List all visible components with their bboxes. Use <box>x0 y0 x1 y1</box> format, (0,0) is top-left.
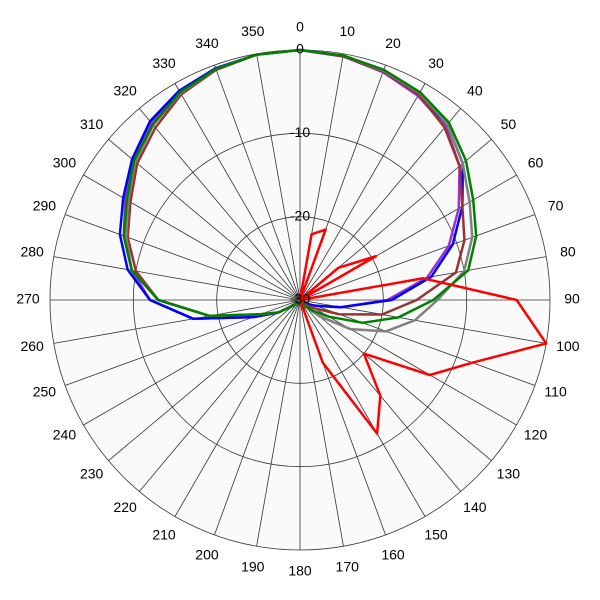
angle-tick-label: 70 <box>548 198 564 214</box>
angle-tick-label: 260 <box>20 338 44 354</box>
grid-spoke <box>214 299 301 536</box>
angle-tick-label: 210 <box>152 526 176 542</box>
angle-tick-label: 190 <box>241 559 265 575</box>
angle-tick-label: 50 <box>501 116 517 132</box>
grid-spoke <box>138 108 301 301</box>
grid-spoke <box>174 299 301 517</box>
angle-tick-label: 270 <box>16 291 40 307</box>
angle-tick-label: 160 <box>381 546 405 562</box>
angle-tick-label: 180 <box>288 563 312 579</box>
radial-tick-label: 0 <box>296 41 304 57</box>
angle-tick-label: 10 <box>339 23 355 39</box>
grid-spoke <box>83 299 301 426</box>
angle-tick-label: 170 <box>336 559 360 575</box>
grid-spoke <box>256 299 301 547</box>
grid-spoke <box>299 299 517 426</box>
angle-tick-label: 240 <box>53 427 77 443</box>
angle-tick-label: 230 <box>80 466 104 482</box>
grid-spoke <box>53 299 301 344</box>
angle-tick-label: 130 <box>497 466 521 482</box>
grid-spoke <box>64 214 301 301</box>
angle-tick-label: 340 <box>195 35 219 51</box>
angle-tick-label: 290 <box>33 198 57 214</box>
angle-tick-label: 150 <box>424 526 448 542</box>
grid-spoke <box>108 138 301 301</box>
angle-tick-label: 220 <box>113 499 137 515</box>
angle-tick-label: 200 <box>195 546 219 562</box>
grid-spoke <box>83 174 301 301</box>
grid-spoke <box>299 108 462 301</box>
radial-tick-label: -30 <box>290 291 310 307</box>
grid-spoke <box>214 64 301 301</box>
grid-spoke <box>299 214 536 301</box>
radial-tick-label: -10 <box>290 124 310 140</box>
grid-spoke <box>256 53 301 301</box>
angle-tick-label: 300 <box>53 155 77 171</box>
angle-tick-label: 350 <box>241 23 265 39</box>
angle-tick-label: 40 <box>467 82 483 98</box>
angle-tick-label: 90 <box>564 291 580 307</box>
angle-tick-label: 140 <box>463 499 487 515</box>
pattern-line <box>298 228 548 435</box>
grid-spoke <box>299 299 426 517</box>
angle-tick-label: 80 <box>560 243 576 259</box>
grid-spoke <box>138 299 301 492</box>
angle-tick-label: 60 <box>528 155 544 171</box>
grid-spoke <box>174 83 301 301</box>
grid-spoke <box>299 299 344 547</box>
angle-tick-label: 250 <box>33 384 57 400</box>
grid-spoke <box>53 256 301 301</box>
angle-tick-label: 310 <box>80 116 104 132</box>
angle-tick-label: 110 <box>544 384 567 400</box>
angle-tick-label: 320 <box>113 82 137 98</box>
angle-tick-label: 280 <box>20 243 44 259</box>
angle-tick-label: 120 <box>524 427 548 443</box>
grid-spoke <box>299 299 492 462</box>
pattern-line <box>122 48 478 325</box>
angle-tick-label: 20 <box>385 35 401 51</box>
angle-tick-label: 30 <box>428 55 444 71</box>
angle-tick-label: 0 <box>296 19 304 35</box>
radial-tick-label: -20 <box>290 207 310 223</box>
angle-tick-label: 100 <box>556 338 580 354</box>
grid-spoke <box>299 83 426 301</box>
grid-spoke <box>108 299 301 462</box>
angle-tick-label: 330 <box>152 55 176 71</box>
